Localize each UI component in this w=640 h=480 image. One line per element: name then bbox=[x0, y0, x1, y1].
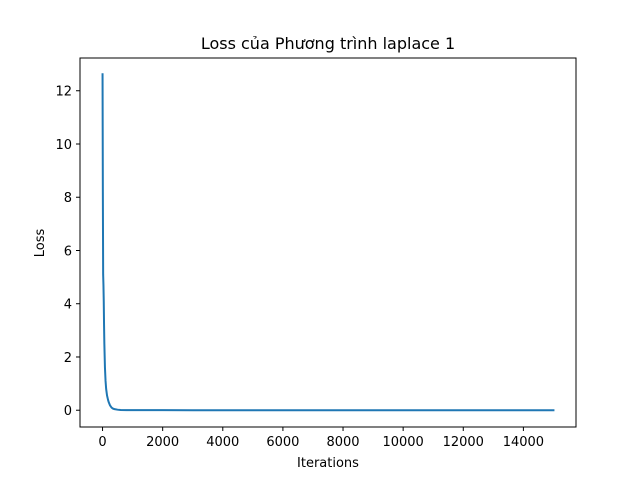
y-tick-label: 6 bbox=[64, 244, 72, 259]
y-tick-label: 4 bbox=[64, 298, 72, 313]
plot-area bbox=[101, 73, 555, 412]
x-axis: 0 2000 4000 6000 8000 10000 12000 14000 bbox=[98, 427, 544, 450]
x-tick-label: 10000 bbox=[382, 435, 423, 450]
x-tick-label: 14000 bbox=[503, 435, 544, 450]
series-line-0 bbox=[101, 73, 555, 412]
x-tick-label: 8000 bbox=[326, 435, 359, 450]
y-tick-label: 2 bbox=[64, 351, 72, 366]
y-tick-label: 12 bbox=[55, 85, 72, 100]
x-tick-label: 2000 bbox=[146, 435, 179, 450]
axes-frame bbox=[79, 57, 577, 428]
x-tick-label: 0 bbox=[98, 435, 106, 450]
x-tick-label: 12000 bbox=[443, 435, 484, 450]
chart-title: Loss của Phương trình laplace 1 bbox=[201, 34, 455, 53]
y-axis-label: Loss bbox=[33, 229, 48, 258]
y-tick-label: 8 bbox=[64, 191, 72, 206]
x-tick-label: 4000 bbox=[206, 435, 239, 450]
y-tick-label: 0 bbox=[64, 404, 72, 419]
x-axis-label: Iterations bbox=[297, 456, 359, 471]
y-tick-label: 10 bbox=[55, 138, 72, 153]
y-axis: 0 2 4 6 8 10 12 bbox=[55, 85, 80, 419]
x-tick-label: 6000 bbox=[266, 435, 299, 450]
